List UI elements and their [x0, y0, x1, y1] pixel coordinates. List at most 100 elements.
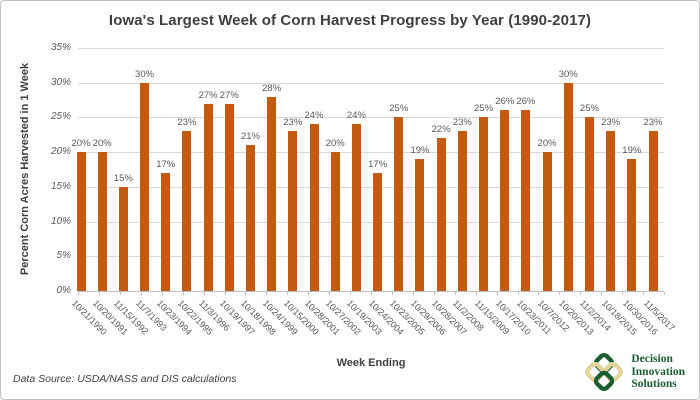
x-axis-title: Week Ending — [336, 357, 406, 369]
x-axis-tickmark — [538, 292, 540, 295]
bar-value-label: 19% — [410, 145, 430, 157]
bar-value-label: 22% — [431, 124, 451, 136]
y-tick-label: 15% — [50, 180, 71, 192]
logo-line-2: Innovation — [631, 365, 685, 378]
bar-value-label: 23% — [601, 117, 621, 129]
x-axis-tickmark — [287, 292, 289, 295]
x-axis-tickmark — [454, 292, 456, 295]
bar — [563, 82, 573, 291]
bar-value-label: 30% — [135, 68, 155, 80]
bar-value-label: 20% — [325, 138, 345, 150]
bar — [542, 152, 552, 291]
bar-value-label: 24% — [346, 110, 366, 122]
bar — [224, 103, 234, 291]
bar — [288, 131, 298, 291]
bar-value-label: 30% — [558, 68, 578, 80]
x-axis-tickmark — [203, 292, 205, 295]
gridline — [78, 256, 664, 258]
bar — [457, 131, 467, 291]
y-tick-label: 30% — [50, 76, 71, 88]
x-axis-tickmark — [559, 292, 561, 295]
bar — [648, 131, 658, 291]
data-source-note: Data Source: USDA/NASS and DIS calculati… — [13, 373, 237, 385]
bar — [245, 145, 255, 291]
x-axis-tickmark — [98, 292, 100, 295]
bar — [330, 152, 340, 291]
x-axis-tickmark — [161, 292, 163, 295]
gridline — [78, 82, 664, 84]
x-axis-line — [78, 291, 664, 292]
bar-value-label: 25% — [474, 103, 494, 115]
bar — [309, 124, 319, 291]
bar-value-label: 27% — [219, 89, 239, 101]
x-axis-tickmark — [391, 292, 393, 295]
bar-value-label: 17% — [156, 158, 176, 170]
x-axis-tickmark — [140, 292, 142, 295]
x-axis-tickmark — [182, 292, 184, 295]
bar — [351, 124, 361, 291]
bar — [415, 159, 425, 291]
bar-value-label: 17% — [368, 158, 388, 170]
y-tick-label: 5% — [56, 250, 71, 262]
bar-value-label: 24% — [304, 110, 324, 122]
bar-value-label: 20% — [537, 138, 557, 150]
bar-value-label: 27% — [198, 89, 218, 101]
bar-value-label: 28% — [262, 82, 282, 94]
gridline — [78, 117, 664, 119]
gridline — [78, 186, 664, 188]
x-axis-tickmark — [643, 292, 645, 295]
x-axis-tickmark — [119, 292, 121, 295]
y-tick-label: 0% — [56, 285, 71, 296]
bar — [267, 96, 277, 291]
x-axis-tickmark — [601, 292, 603, 295]
gridline — [78, 221, 664, 223]
bar-value-label: 23% — [643, 117, 663, 129]
logo-line-1: Decision — [631, 353, 673, 366]
bar — [479, 117, 489, 291]
bar — [436, 138, 446, 291]
bar-value-label: 23% — [452, 117, 472, 129]
bar — [627, 159, 637, 291]
chart-title: Iowa's Largest Week of Corn Harvest Prog… — [108, 12, 592, 29]
x-axis-tickmark — [475, 292, 477, 295]
bar-value-label: 23% — [283, 117, 303, 129]
x-axis-tickmark — [308, 292, 310, 295]
logo-text: Decision Innovation Solutions — [631, 353, 685, 391]
x-axis-tickmark — [664, 292, 665, 295]
x-axis-tickmark — [433, 292, 435, 295]
x-axis-tickmark — [350, 292, 352, 295]
bar — [161, 172, 171, 291]
y-tick-label: 35% — [50, 42, 71, 53]
bar-value-label: 25% — [579, 103, 599, 115]
x-axis-tickmark — [580, 292, 582, 295]
y-tick-label: 10% — [50, 215, 71, 227]
x-axis-tickmark — [266, 292, 268, 295]
bar — [140, 82, 150, 291]
x-axis-tickmark — [412, 292, 414, 295]
knot-icon — [585, 352, 624, 392]
y-tick-label: 25% — [50, 111, 71, 123]
x-axis-tickmark — [78, 292, 79, 295]
bar-value-label: 20% — [71, 138, 91, 150]
bar — [76, 152, 86, 291]
bar-value-label: 20% — [92, 138, 112, 150]
x-axis-tickmark — [622, 292, 624, 295]
y-tick-label: 20% — [50, 146, 71, 158]
bar — [521, 110, 531, 291]
x-axis-tickmark — [224, 292, 226, 295]
gridline — [78, 48, 664, 49]
logo-line-3: Solutions — [631, 378, 677, 391]
bar — [394, 117, 404, 291]
bar-value-label: 26% — [495, 96, 515, 108]
bar — [118, 186, 128, 291]
bar — [97, 152, 107, 291]
bar — [500, 110, 510, 291]
bar — [203, 103, 213, 291]
bar-value-label: 21% — [240, 131, 260, 143]
bar-value-label: 15% — [113, 172, 133, 184]
bar — [182, 131, 192, 291]
x-axis-tickmark — [329, 292, 331, 295]
bar-value-label: 25% — [389, 103, 409, 115]
x-axis-tickmark — [496, 292, 498, 295]
